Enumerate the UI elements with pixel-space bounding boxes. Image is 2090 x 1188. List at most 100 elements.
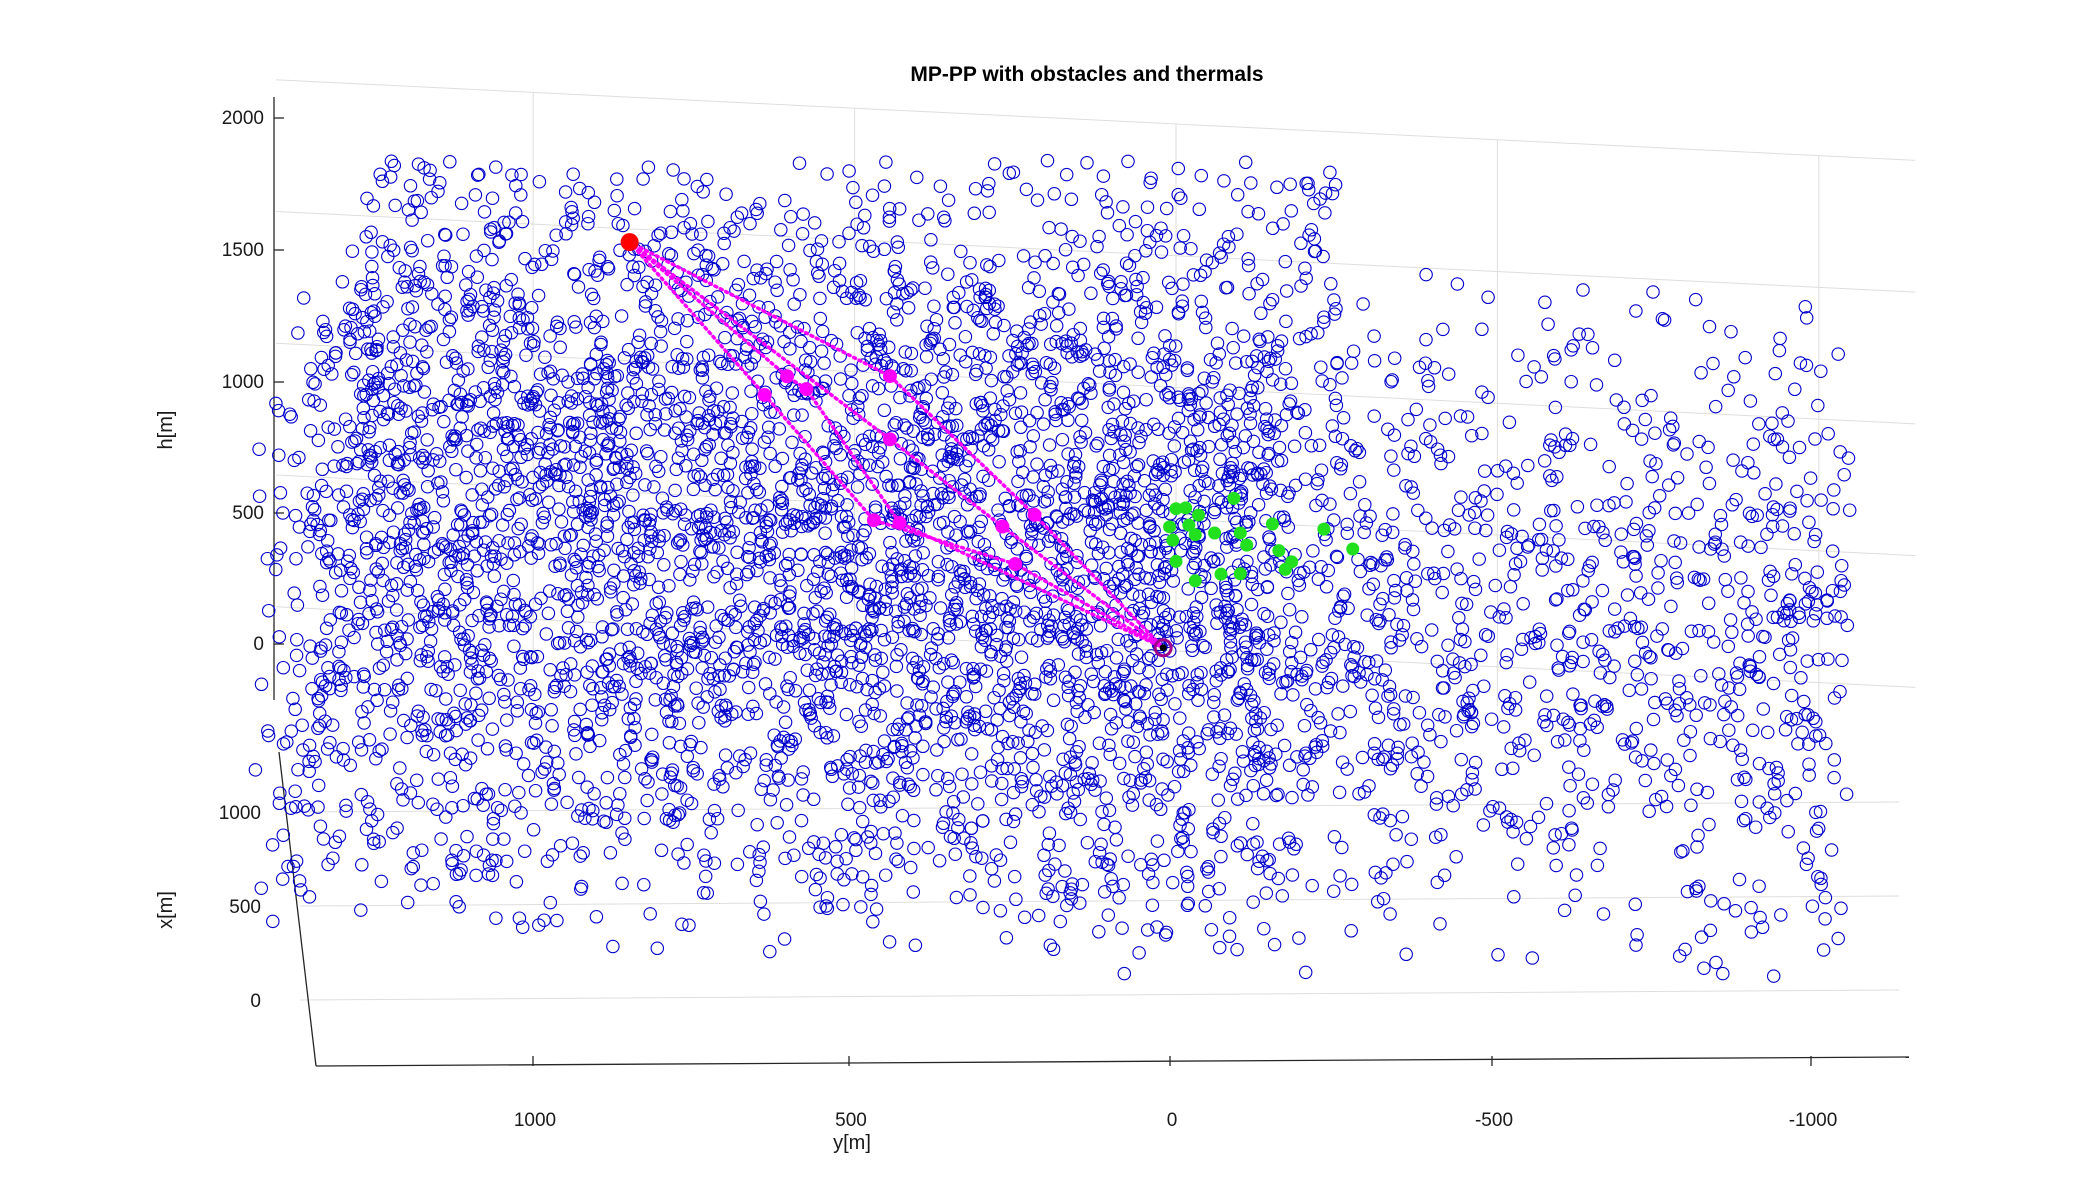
grid-line-x bbox=[299, 989, 1900, 1001]
obstacle-point bbox=[1424, 623, 1439, 637]
obstacle-point bbox=[284, 410, 298, 424]
obstacle-point bbox=[503, 309, 518, 324]
obstacle-point bbox=[414, 648, 429, 662]
obstacle-point bbox=[1058, 242, 1073, 257]
obstacle-point bbox=[1787, 527, 1801, 541]
obstacle-point bbox=[1143, 175, 1157, 190]
obstacle-point bbox=[568, 484, 583, 499]
obstacle-point bbox=[1595, 583, 1610, 598]
obstacle-point bbox=[1565, 431, 1580, 446]
obstacle-point bbox=[1275, 889, 1290, 903]
obstacle-point bbox=[888, 604, 903, 618]
obstacle-point bbox=[287, 586, 301, 600]
obstacle-point bbox=[1742, 506, 1757, 521]
obstacle-point bbox=[1263, 296, 1277, 311]
obstacle-point bbox=[553, 439, 568, 453]
obstacle-point bbox=[1607, 353, 1622, 368]
obstacle-point bbox=[595, 706, 609, 720]
obstacle-point bbox=[1150, 558, 1165, 572]
obstacle-point bbox=[965, 345, 980, 360]
obstacle-point bbox=[893, 451, 908, 466]
obstacle-point bbox=[1230, 227, 1244, 241]
obstacle-point bbox=[1642, 804, 1656, 819]
obstacle-point bbox=[618, 770, 632, 785]
obstacle-point bbox=[1104, 872, 1118, 886]
obstacle-point bbox=[1350, 441, 1364, 456]
obstacle-point bbox=[543, 364, 558, 379]
obstacle-point bbox=[1112, 218, 1127, 233]
obstacle-point bbox=[803, 243, 817, 258]
obstacle-point bbox=[832, 256, 847, 271]
obstacle-point bbox=[374, 874, 389, 889]
y-tick-label: 1000 bbox=[514, 1110, 556, 1131]
obstacle-point bbox=[665, 714, 679, 729]
obstacle-point bbox=[587, 787, 601, 801]
obstacle-point bbox=[420, 479, 435, 494]
obstacle-point bbox=[1703, 923, 1718, 938]
obstacle-point bbox=[1014, 405, 1029, 419]
obstacle-point bbox=[337, 663, 351, 678]
obstacle-point bbox=[1538, 295, 1552, 310]
obstacle-point bbox=[1171, 187, 1185, 202]
obstacle-point bbox=[1635, 393, 1649, 408]
obstacle-point bbox=[1563, 778, 1577, 793]
obstacle-point bbox=[360, 191, 374, 206]
obstacle-point bbox=[1257, 921, 1271, 936]
obstacle-point bbox=[940, 557, 954, 572]
obstacle-point bbox=[465, 488, 479, 502]
obstacle-point bbox=[587, 195, 602, 210]
obstacle-point bbox=[1207, 687, 1221, 702]
obstacle-point bbox=[1270, 180, 1284, 195]
obstacle-point bbox=[680, 837, 694, 852]
obstacle-point bbox=[964, 747, 979, 761]
obstacle-point bbox=[852, 800, 867, 815]
obstacle-point bbox=[1499, 611, 1513, 625]
obstacle-point bbox=[411, 795, 426, 810]
obstacle-point bbox=[513, 661, 528, 675]
obstacle-point bbox=[564, 568, 579, 582]
obstacle-point bbox=[1598, 533, 1612, 548]
obstacle-point bbox=[704, 650, 719, 665]
obstacle-point bbox=[1730, 772, 1745, 787]
obstacle-point bbox=[842, 164, 856, 178]
obstacle-point bbox=[1283, 177, 1297, 191]
obstacle-point bbox=[1251, 498, 1266, 512]
obstacle-point bbox=[1106, 291, 1120, 306]
obstacle-point bbox=[668, 504, 683, 518]
obstacle-point bbox=[1784, 614, 1798, 629]
obstacle-point bbox=[635, 394, 649, 409]
obstacle-point bbox=[509, 875, 524, 889]
obstacle-point bbox=[357, 411, 371, 425]
obstacle-point bbox=[718, 330, 732, 345]
obstacle-point bbox=[1125, 798, 1140, 812]
obstacle-point bbox=[551, 423, 565, 437]
obstacle-point bbox=[477, 424, 491, 438]
obstacle-point bbox=[1149, 228, 1164, 243]
obstacle-point bbox=[479, 283, 493, 297]
obstacle-point bbox=[1668, 506, 1683, 521]
obstacle-point bbox=[1724, 324, 1738, 339]
obstacle-point bbox=[813, 871, 827, 885]
obstacle-point bbox=[1381, 689, 1395, 703]
obstacle-point bbox=[1315, 659, 1329, 673]
obstacle-point bbox=[486, 832, 500, 846]
obstacle-point bbox=[1102, 448, 1117, 463]
obstacle-point bbox=[420, 345, 434, 359]
obstacle-point bbox=[1252, 445, 1266, 460]
obstacle-point bbox=[1161, 788, 1175, 802]
obstacle-point bbox=[784, 209, 798, 224]
obstacle-point bbox=[1212, 940, 1227, 955]
obstacle-point bbox=[992, 602, 1007, 617]
obstacle-point bbox=[813, 311, 828, 326]
obstacle-point bbox=[1651, 581, 1665, 595]
obstacle-point bbox=[720, 561, 735, 576]
obstacle-point bbox=[1346, 344, 1361, 358]
obstacle-point bbox=[354, 787, 369, 802]
obstacle-point bbox=[565, 836, 580, 850]
obstacle-point bbox=[666, 815, 680, 829]
obstacle-point bbox=[1193, 440, 1207, 455]
obstacle-point bbox=[855, 238, 869, 253]
obstacle-point bbox=[758, 677, 773, 691]
obstacle-point bbox=[1684, 624, 1699, 639]
obstacle-point bbox=[1317, 310, 1331, 324]
